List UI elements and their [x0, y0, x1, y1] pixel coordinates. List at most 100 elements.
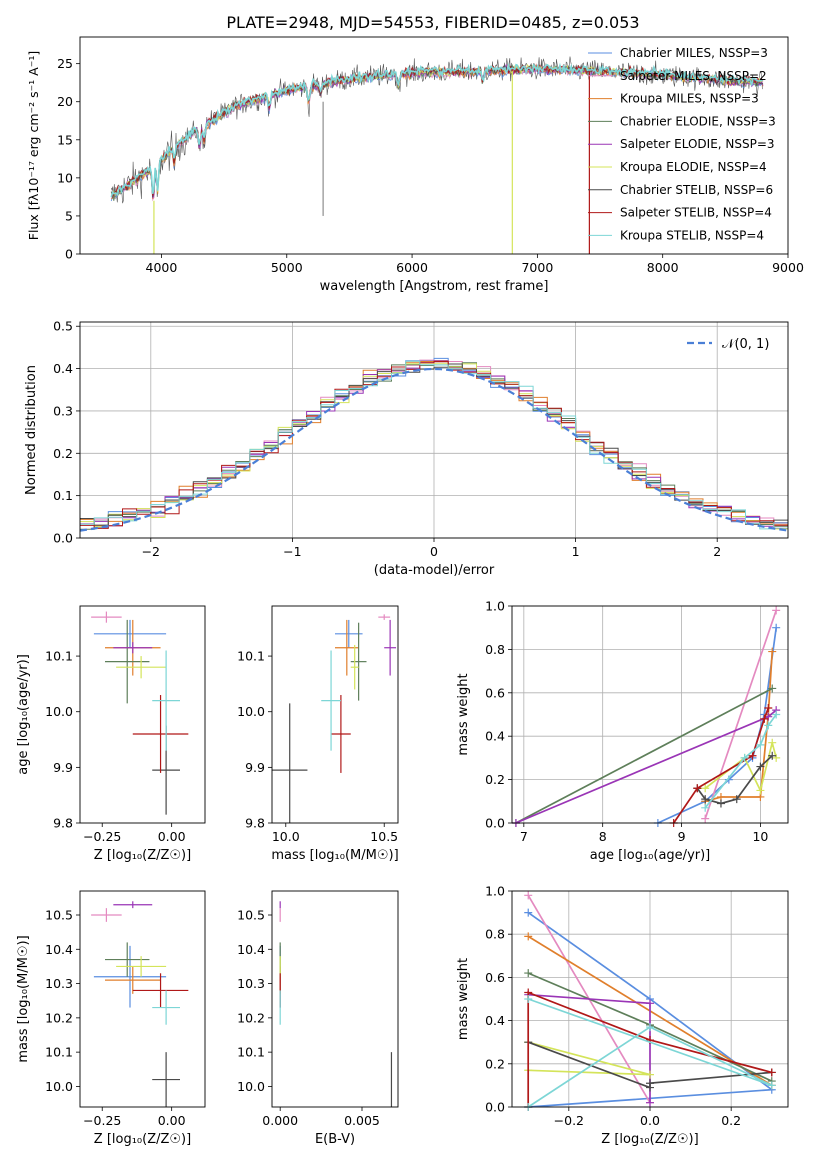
mass-weight-series [696, 755, 773, 805]
plus-marker [768, 647, 777, 656]
plus-marker [716, 799, 725, 808]
y-tick-label: 0 [65, 247, 73, 262]
y-tick-label: 10.5 [45, 908, 73, 923]
plus-marker [701, 784, 710, 793]
legend-entry: Salpeter MILES, NSSP=2 [620, 69, 767, 83]
legend-entry: Chabrier STELIB, NSSP=6 [620, 183, 773, 197]
plus-marker [524, 891, 533, 900]
y-tick-label: 10.3 [237, 976, 265, 991]
legend-entry: Kroupa ELODIE, NSSP=4 [620, 160, 767, 174]
spectrum-lines [110, 56, 764, 254]
x-tick-label: 0.00 [158, 829, 186, 844]
axes-frame [79, 890, 206, 1108]
y-tick-label: 0.4 [485, 729, 505, 744]
model-spectrum-line [110, 65, 764, 202]
plus-marker [756, 762, 765, 771]
y-tick-label: 20 [57, 94, 73, 109]
plus-marker [524, 995, 533, 1003]
x-tick-label: 0.00 [158, 1113, 186, 1128]
plus-marker [646, 1079, 654, 1088]
y-tick-label: 9.8 [53, 816, 73, 831]
axes-frame [271, 890, 399, 1108]
y-tick-label: 9.9 [245, 760, 265, 775]
y-axis-label: mass weight [456, 958, 471, 1040]
y-tick-label: 0.1 [53, 488, 73, 503]
y-tick-label: 10.5 [237, 908, 265, 923]
x-axis-label: Z [log₁₀(Z/Z☉)] [601, 1132, 698, 1147]
y-tick-label: 0.2 [485, 1056, 505, 1071]
legend-entry: Salpeter ELODIE, NSSP=3 [620, 137, 775, 151]
model-spectrum-line [110, 62, 764, 198]
y-tick-label: 10.0 [237, 704, 265, 719]
plus-marker [764, 703, 773, 712]
x-axis-label: Z [log₁₀(Z/Z☉)] [94, 848, 191, 863]
y-tick-label: 0.8 [485, 927, 505, 942]
plus-marker [701, 795, 710, 804]
mass-vs-ebv-panel: 0.000 0.005 10.0 10.1 10.2 10.3 10.4 10.5 E(B-V) [237, 890, 399, 1147]
mass-weight-series [527, 1041, 651, 1076]
plus-marker [740, 753, 749, 762]
plus-marker [693, 784, 702, 793]
x-axis-label: (data-model)/error [374, 563, 495, 578]
axes-frame [79, 321, 789, 539]
y-tick-label: 1.0 [485, 599, 505, 614]
model-spectrum-line [111, 64, 764, 200]
y-tick-label: 10.1 [45, 1045, 73, 1060]
plus-marker [764, 721, 773, 730]
mass-weight-series [527, 998, 773, 1108]
legend-entry: Kroupa STELIB, NSSP=4 [620, 228, 764, 242]
x-tick-label: 10.5 [370, 829, 398, 844]
x-tick-label: −2 [142, 544, 160, 559]
x-axis-label: E(B-V) [315, 1132, 355, 1147]
y-tick-label: 0.8 [485, 642, 505, 657]
y-tick-label: 10.0 [45, 1079, 73, 1094]
y-tick-label: 10.2 [237, 1010, 265, 1025]
x-tick-label: −1 [283, 544, 301, 559]
plus-marker [524, 932, 533, 941]
x-tick-label: 0.2 [721, 1113, 741, 1128]
plus-marker [767, 1068, 776, 1077]
y-tick-label: 9.9 [53, 760, 73, 775]
y-tick-label: 15 [57, 132, 73, 147]
y-tick-label: 10.3 [45, 976, 73, 991]
y-tick-label: 0.3 [53, 403, 73, 418]
mass-weight-series [704, 610, 778, 819]
plus-marker [748, 751, 757, 760]
y-tick-label: 0.2 [53, 446, 73, 461]
x-tick-label: 10.0 [272, 829, 300, 844]
figure-title: PLATE=2948, MJD=54553, FIBERID=0485, z=0… [226, 13, 639, 32]
residuals-panel: −2 −1 0 1 2 0.0 0.1 0.2 0.3 0.4 0.5 (data-model)/er… [24, 319, 789, 578]
axes-frame [511, 605, 789, 824]
errorbar-points [279, 901, 393, 1107]
y-tick-label: 0.0 [53, 531, 73, 546]
model-spectrum-line [110, 63, 764, 199]
spectrum-panel: 4000 5000 6000 7000 8000 9000 0 5 10 15 20 25 wavele… [26, 36, 804, 294]
y-axis-label: mass [log₁₀(M/M☉)] [16, 935, 31, 1062]
y-tick-label: 10.4 [237, 942, 265, 957]
plus-marker [756, 740, 765, 749]
x-axis-label: age [log₁₀(age/yr)] [590, 848, 711, 863]
y-axis-label: Normed distribution [24, 365, 39, 495]
y-tick-label: 10.0 [45, 704, 73, 719]
y-tick-label: 10.2 [45, 1010, 73, 1025]
x-tick-label: 9000 [772, 260, 804, 275]
plus-marker [767, 1081, 776, 1090]
plus-marker [701, 803, 710, 812]
y-axis-label: mass weight [456, 673, 471, 755]
x-tick-label: 0.000 [262, 1113, 298, 1128]
plus-marker [646, 1098, 654, 1107]
y-tick-label: 9.8 [245, 816, 265, 831]
y-tick-label: 10.0 [237, 1079, 265, 1094]
x-tick-label: −0.25 [83, 829, 121, 844]
mass-vs-z-panel: −0.25 0.00 10.0 10.1 10.2 10.3 10.4 10.5 Z [log₁… [16, 890, 206, 1147]
x-tick-label: 6000 [396, 260, 428, 275]
age-vs-z-panel: −0.25 0.00 9.8 9.9 10.0 10.1 Z [log₁₀(Z/Z☉)] ag… [16, 605, 206, 863]
errorbar-points [91, 611, 189, 815]
x-tick-label: −0.2 [554, 1113, 584, 1128]
y-axis-label: Flux [fλ10⁻¹⁷ erg cm⁻² s⁻¹ A⁻¹] [26, 51, 41, 240]
y-tick-label: 0.6 [485, 970, 505, 985]
y-tick-label: 10 [57, 170, 73, 185]
y-tick-label: 0.5 [53, 319, 73, 334]
y-tick-label: 0.6 [485, 685, 505, 700]
